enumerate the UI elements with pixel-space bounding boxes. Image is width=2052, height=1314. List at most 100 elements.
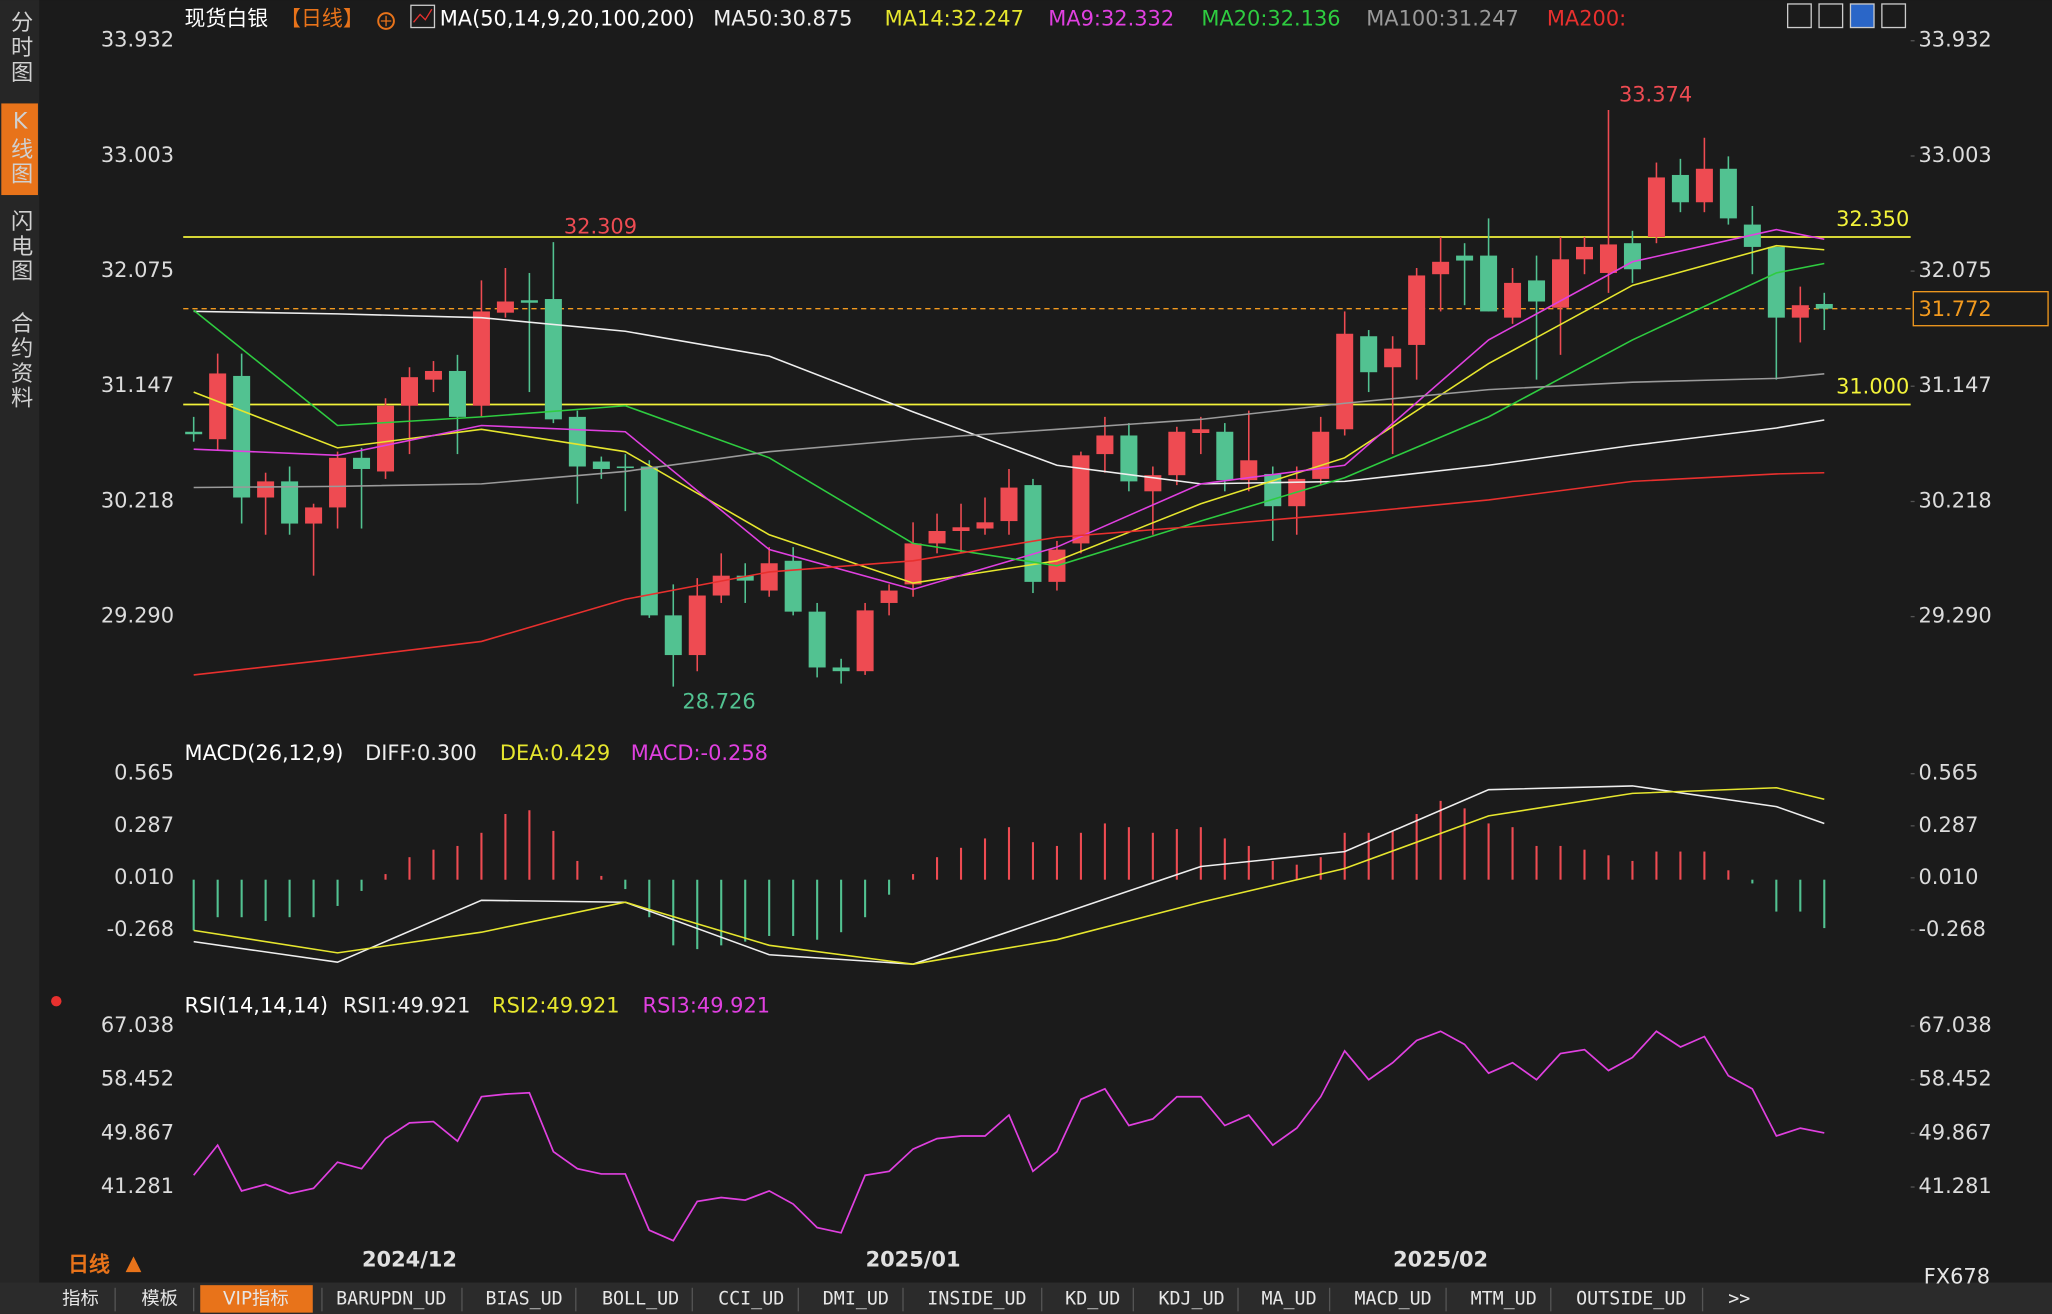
legend-entry: MA20:32.136 <box>1201 7 1340 31</box>
candle-body <box>640 466 658 616</box>
high-label: 33.374 <box>1619 83 1692 107</box>
legend-entry: MA14:32.247 <box>885 7 1024 31</box>
rsi-icon[interactable] <box>51 995 62 1007</box>
candle-body <box>664 615 682 656</box>
candle-body <box>952 527 970 532</box>
side-tab[interactable]: 合约资料 <box>7 311 33 411</box>
bottom-tab[interactable]: INSIDE_UD <box>927 1289 1026 1310</box>
y-tick-label-right: 41.281 <box>1919 1174 1992 1198</box>
x-tick-label: 2025/02 <box>1393 1247 1488 1271</box>
indicator-label: MA(50,14,9,20,100,200) <box>440 7 695 31</box>
bottom-tab[interactable]: OUTSIDE_UD <box>1576 1289 1686 1310</box>
candle-body <box>616 466 634 469</box>
tab-bar <box>0 1282 2052 1314</box>
candle-body <box>233 375 251 498</box>
candle-body <box>976 522 994 529</box>
candle-body <box>496 301 514 313</box>
bottom-tab[interactable]: MTM_UD <box>1471 1289 1537 1310</box>
candle-body <box>1336 333 1354 430</box>
brand: FX678 <box>1924 1264 1990 1288</box>
bottom-tab[interactable]: 模板 <box>141 1289 178 1310</box>
bottom-tab[interactable]: VIP指标 <box>223 1289 289 1310</box>
candle-body <box>904 543 922 585</box>
y-tick-label-left: 0.287 <box>114 813 174 837</box>
side-tab[interactable]: K线图 <box>7 109 33 187</box>
candle-body <box>544 299 562 420</box>
candle-body <box>1504 282 1522 318</box>
legend-entry: MA50:30.875 <box>713 7 852 31</box>
price-label: 31.772 <box>1919 297 1992 321</box>
candle-body <box>1216 431 1234 481</box>
candle-body <box>1552 259 1570 308</box>
macd-line <box>193 786 1825 965</box>
icon-settings[interactable] <box>1881 3 1907 29</box>
x-tick-label: 2024/12 <box>362 1247 457 1271</box>
candle-body <box>1072 455 1090 544</box>
y-tick-label-left: 0.010 <box>114 865 174 889</box>
candle-body <box>928 531 946 544</box>
bottom-tab[interactable]: BOLL_UD <box>602 1289 679 1310</box>
candle-body <box>1168 431 1186 476</box>
bottom-tab[interactable]: MA_UD <box>1261 1289 1316 1310</box>
legend-entry: MA9:32.332 <box>1048 7 1174 31</box>
rsi-title: RSI(14,14,14) <box>185 993 328 1017</box>
price-box <box>1912 291 2049 327</box>
candle-body <box>1791 305 1809 318</box>
y-tick-label-left: 67.038 <box>101 1013 174 1037</box>
period-switch[interactable]: 日线 <box>68 1253 110 1277</box>
y-tick-label-right: 33.003 <box>1919 143 1992 167</box>
bottom-tab[interactable]: 指标 <box>62 1289 99 1310</box>
bottom-tab[interactable]: KD_UD <box>1065 1289 1120 1310</box>
icon-layout[interactable] <box>1818 3 1844 29</box>
candle-body <box>281 481 299 524</box>
candle-body <box>1120 435 1138 482</box>
legend-entry: MA100:31.247 <box>1366 7 1519 31</box>
bottom-tab[interactable]: CCI_UD <box>718 1289 784 1310</box>
candle-body <box>353 457 371 469</box>
side-tab[interactable]: 闪电图 <box>7 209 33 284</box>
period-arrow[interactable] <box>125 1256 142 1273</box>
side-tab[interactable]: 分时图 <box>7 10 33 85</box>
bottom-tab[interactable]: KDJ_UD <box>1158 1289 1224 1310</box>
bottom-tab[interactable]: BIAS_UD <box>486 1289 563 1310</box>
icon-fullscreen[interactable] <box>1786 3 1812 29</box>
candle-body <box>1695 168 1713 203</box>
candle-body <box>712 575 730 596</box>
candle-body <box>1599 244 1617 273</box>
legend-entry: DEA:0.429 <box>500 741 610 765</box>
bottom-tab[interactable]: BARUPDN_UD <box>336 1289 446 1310</box>
y-tick-label-right: 58.452 <box>1919 1067 1992 1091</box>
candle-body <box>1096 435 1114 455</box>
level-label: 31.000 <box>1836 374 1909 398</box>
candle-body <box>1408 275 1426 345</box>
ma-line <box>193 373 1825 489</box>
y-tick-label-right: 33.932 <box>1919 28 1992 52</box>
candle-body <box>1671 174 1689 203</box>
candle-body <box>1432 261 1450 275</box>
y-tick-label-right: 32.075 <box>1919 258 1992 282</box>
add-icon[interactable] <box>377 12 395 30</box>
legend-entry: RSI2:49.921 <box>492 993 620 1017</box>
y-tick-label-left: 49.867 <box>101 1120 174 1144</box>
candle-body <box>568 416 586 467</box>
bottom-tab[interactable]: DMI_UD <box>823 1289 889 1310</box>
candle-body <box>305 507 323 524</box>
candle-body <box>1312 431 1330 479</box>
bottom-tab[interactable]: >> <box>1728 1289 1750 1310</box>
y-tick-label-left: 29.290 <box>101 604 174 628</box>
icon-chart[interactable] <box>1849 3 1875 29</box>
y-tick-label-right: -0.268 <box>1919 917 1986 941</box>
candle-body <box>377 405 395 472</box>
y-tick-label-right: 49.867 <box>1919 1120 1992 1144</box>
bottom-tab[interactable]: MACD_UD <box>1354 1289 1431 1310</box>
ma-line <box>193 262 1825 567</box>
ma-line <box>193 471 1825 676</box>
candle-body <box>1000 487 1018 522</box>
candle-body <box>1647 177 1665 237</box>
active-tab <box>1 103 38 196</box>
sidebar <box>0 0 40 1283</box>
ma-line <box>193 228 1825 591</box>
candle-body <box>329 457 347 508</box>
candle-body <box>1240 460 1258 481</box>
